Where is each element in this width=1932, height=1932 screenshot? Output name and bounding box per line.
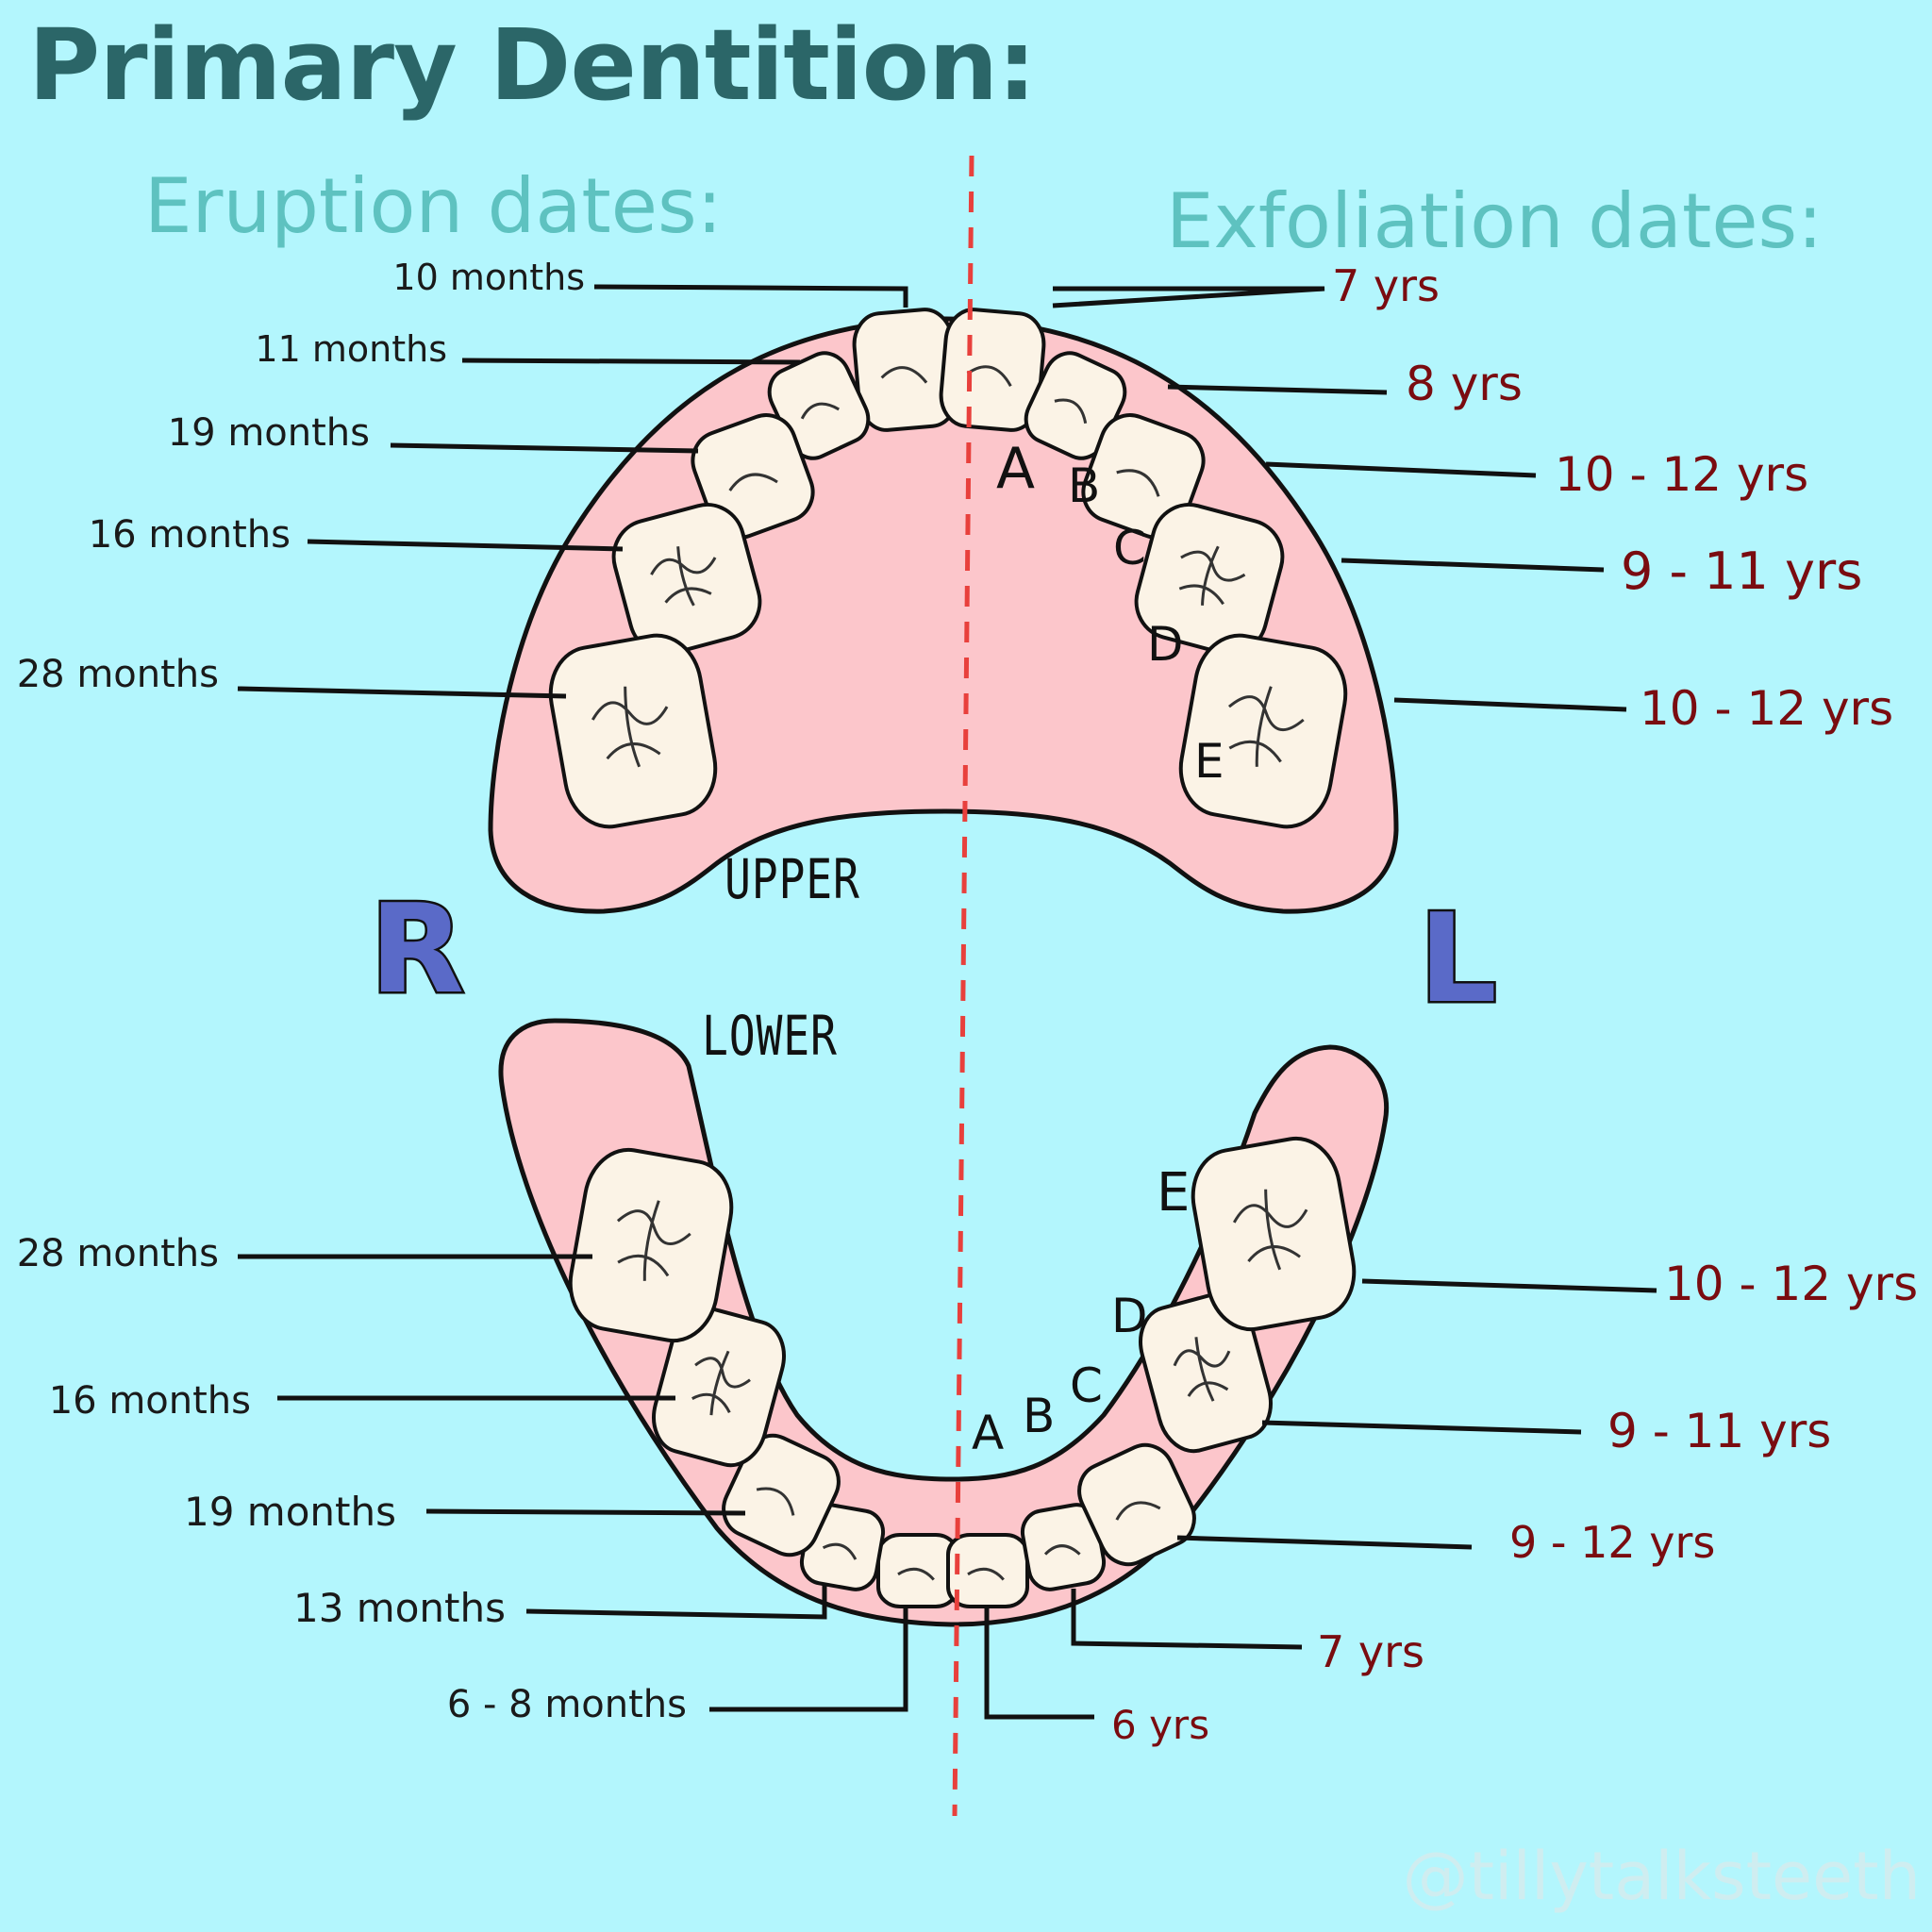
- upper-exfoliation-label: 7 yrs: [1332, 260, 1440, 311]
- upper-tooth-letter-c: C: [1113, 521, 1146, 575]
- upper-tooth: [939, 308, 1046, 432]
- lower-eruption-label: 19 months: [184, 1489, 396, 1535]
- lower-tooth: [652, 1306, 786, 1468]
- lower-tooth-letter-e: E: [1157, 1162, 1191, 1224]
- lower-tooth-letter-c: C: [1070, 1358, 1103, 1413]
- lower-exfoliation-label: 7 yrs: [1317, 1626, 1424, 1677]
- leader-line: [709, 1607, 908, 1712]
- upper-exfoliation-label: 10 - 12 yrs: [1640, 681, 1894, 736]
- lower-eruption-label: 16 months: [48, 1379, 251, 1423]
- lower-tooth-letter-b: B: [1023, 1389, 1056, 1443]
- lower-eruption-label: 13 months: [293, 1585, 506, 1631]
- leader-line: [237, 686, 567, 699]
- lower-tooth: [1139, 1291, 1273, 1454]
- leader-line: [1176, 1535, 1473, 1550]
- lower-tooth: [1077, 1442, 1196, 1567]
- upper-tooth: [1134, 503, 1285, 656]
- lower-tooth-letter-d: D: [1111, 1289, 1148, 1343]
- lower-exfoliation-label: 9 - 11 yrs: [1607, 1404, 1832, 1458]
- lower-tooth-letter-a: A: [972, 1406, 1005, 1460]
- watermark: @tillytalksteeth: [1402, 1838, 1921, 1915]
- lower-tooth: [568, 1147, 734, 1343]
- leader-line: [1261, 1420, 1582, 1435]
- lower-tooth: [876, 1533, 959, 1608]
- eruption-heading: Eruption dates:: [144, 162, 723, 250]
- upper-tooth-letter-d: D: [1147, 617, 1184, 672]
- upper-exfoliation-label: 8 yrs: [1406, 357, 1523, 411]
- upper-tooth-letter-a: A: [996, 436, 1036, 502]
- upper-eruption-label: 11 months: [255, 328, 447, 370]
- lower-tooth: [1191, 1136, 1357, 1332]
- upper-exfoliation-label: 10 - 12 yrs: [1555, 447, 1809, 502]
- leader-line: [1341, 558, 1605, 573]
- upper-tooth: [548, 633, 718, 829]
- exfoliation-heading: Exfoliation dates:: [1166, 177, 1824, 265]
- right-side-marker: R: [367, 875, 466, 1024]
- midline: [952, 155, 974, 1817]
- leader-line: [984, 1607, 1094, 1720]
- upper-tooth-letter-e: E: [1194, 734, 1224, 789]
- leader-line: [425, 1508, 746, 1516]
- upper-tooth: [611, 503, 762, 656]
- lower-tooth: [722, 1433, 841, 1557]
- leader-line: [1071, 1589, 1303, 1650]
- upper-tooth-letter-b: B: [1068, 458, 1101, 513]
- leader-line: [1167, 384, 1388, 395]
- lower-tooth: [946, 1533, 1029, 1608]
- lower-exfoliation-label: 9 - 12 yrs: [1509, 1517, 1716, 1568]
- leader-line: [1393, 697, 1627, 712]
- upper-tooth: [1024, 351, 1127, 460]
- leader-line: [525, 1585, 827, 1620]
- leader-line: [593, 284, 908, 308]
- lower-exfoliation-label: 6 yrs: [1111, 1702, 1210, 1748]
- upper-eruption-label: 16 months: [88, 513, 291, 557]
- upper-tooth: [1178, 633, 1348, 829]
- leader-line: [1361, 1278, 1657, 1293]
- lower-eruption-label: 28 months: [16, 1232, 219, 1275]
- upper-eruption-label: 28 months: [16, 653, 219, 696]
- lower-arch-label: LOWER: [702, 1004, 838, 1068]
- lower-exfoliation-label: 10 - 12 yrs: [1664, 1257, 1919, 1311]
- page-title: Primary Dentition:: [28, 8, 1037, 123]
- upper-eruption-label: 10 months: [392, 257, 585, 298]
- upper-eruption-label: 19 months: [167, 411, 370, 455]
- left-side-marker: L: [1417, 885, 1500, 1033]
- leader-line: [1052, 286, 1325, 308]
- leader-line: [390, 442, 699, 454]
- leader-line: [461, 358, 801, 365]
- leader-line: [1265, 461, 1537, 478]
- lower-eruption-label: 6 - 8 months: [446, 1683, 687, 1726]
- upper-exfoliation-label: 9 - 11 yrs: [1621, 541, 1863, 601]
- leader-line: [307, 539, 624, 552]
- upper-arch-label: UPPER: [724, 847, 860, 911]
